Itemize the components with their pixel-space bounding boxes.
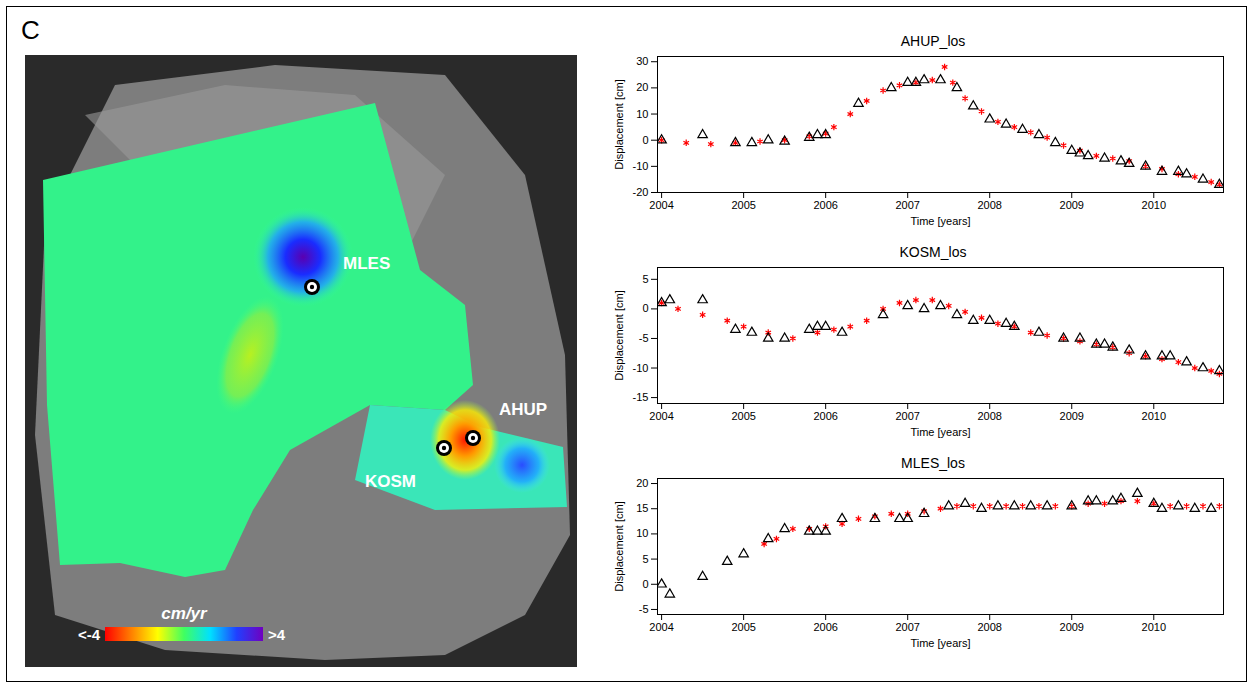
svg-text:5: 5 [642,273,648,285]
svg-text:<-4: <-4 [78,626,101,643]
svg-text:15: 15 [636,502,648,514]
svg-text:-10: -10 [633,160,649,172]
svg-text:2008: 2008 [977,410,1001,422]
svg-text:-5: -5 [639,332,649,344]
svg-text:2005: 2005 [731,621,755,633]
svg-text:Time [years]: Time [years] [910,426,970,438]
svg-text:2008: 2008 [977,621,1001,633]
html-text:MLES_los: MLES_los [901,455,965,471]
svg-text:2010: 2010 [1142,199,1166,211]
svg-text:10: 10 [636,108,648,120]
svg-text:0: 0 [642,578,648,590]
svg-text:>4: >4 [268,626,286,643]
svg-text:-10: -10 [633,362,649,374]
svg-text:Time [years]: Time [years] [910,215,970,227]
svg-text:2010: 2010 [1142,410,1166,422]
svg-text:2008: 2008 [977,199,1001,211]
svg-text:-5: -5 [639,603,649,615]
svg-text:Displacement [cm]: Displacement [cm] [613,501,625,591]
svg-text:2007: 2007 [895,199,919,211]
svg-text:cm/yr: cm/yr [161,604,208,623]
svg-text:2006: 2006 [813,199,837,211]
svg-text:MLES: MLES [343,254,390,273]
svg-text:2007: 2007 [895,410,919,422]
svg-text:2009: 2009 [1060,621,1084,633]
svg-text:AHUP: AHUP [499,400,547,419]
svg-text:Displacement [cm]: Displacement [cm] [613,79,625,169]
html-text:AHUP_los: AHUP_los [900,33,966,49]
svg-text:30: 30 [636,55,648,67]
svg-text:Time [years]: Time [years] [910,637,970,649]
svg-text:2009: 2009 [1060,199,1084,211]
svg-text:0: 0 [642,302,648,314]
svg-text:2006: 2006 [813,410,837,422]
svg-text:2005: 2005 [731,410,755,422]
svg-text:2006: 2006 [813,621,837,633]
svg-text:2004: 2004 [649,410,673,422]
svg-text:2010: 2010 [1142,621,1166,633]
svg-text:5: 5 [642,553,648,565]
svg-text:2004: 2004 [649,199,673,211]
svg-text:-15: -15 [633,391,649,403]
svg-text:0: 0 [642,134,648,146]
html-text:KOSM_los: KOSM_los [899,244,967,260]
html-text:C: C [21,15,40,45]
svg-text:KOSM: KOSM [365,472,416,491]
svg-text:2009: 2009 [1060,410,1084,422]
svg-text:2005: 2005 [731,199,755,211]
svg-text:2007: 2007 [895,621,919,633]
svg-text:2004: 2004 [649,621,673,633]
svg-text:20: 20 [636,477,648,489]
svg-text:20: 20 [636,81,648,93]
svg-text:Displacement [cm]: Displacement [cm] [613,290,625,380]
svg-text:10: 10 [636,527,648,539]
svg-text:-20: -20 [633,186,649,198]
